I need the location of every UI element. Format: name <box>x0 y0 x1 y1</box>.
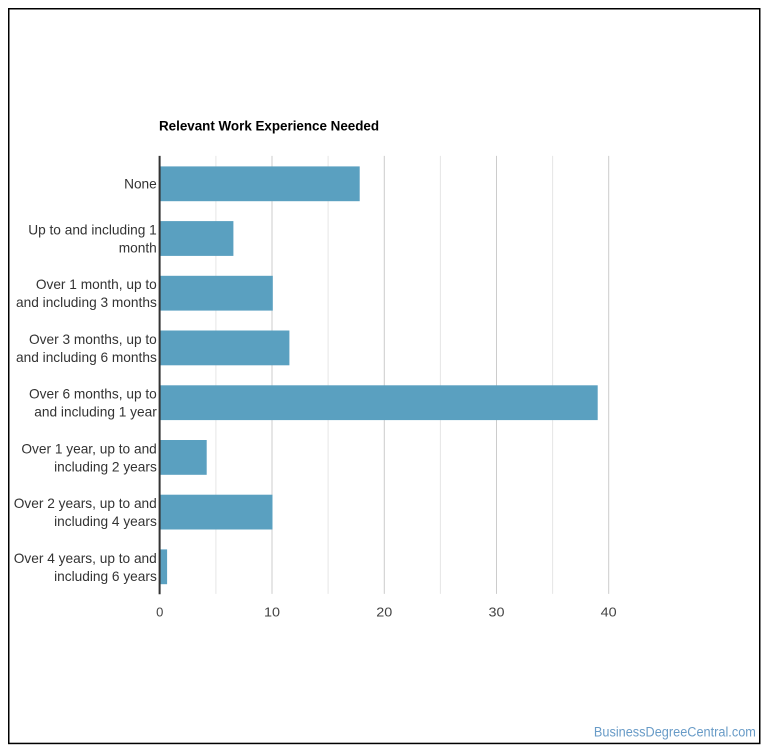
svg-text:None: None <box>124 177 157 192</box>
svg-text:30: 30 <box>489 605 505 620</box>
svg-text:0: 0 <box>156 605 163 620</box>
svg-text:including 6 years: including 6 years <box>54 569 157 584</box>
svg-text:Relevant Work Experience Neede: Relevant Work Experience Needed <box>159 118 379 133</box>
svg-text:Over 1 year, up to and: Over 1 year, up to and <box>21 441 156 456</box>
svg-text:10: 10 <box>264 605 280 620</box>
svg-text:20: 20 <box>376 605 392 620</box>
svg-text:including 4 years: including 4 years <box>54 514 157 529</box>
svg-text:40: 40 <box>601 605 617 620</box>
svg-text:Over 4 years, up to and: Over 4 years, up to and <box>14 551 157 566</box>
svg-text:and including 6 months: and including 6 months <box>16 350 157 365</box>
svg-text:Over 2 years, up to and: Over 2 years, up to and <box>14 496 157 511</box>
svg-text:and including 3 months: and including 3 months <box>16 295 157 310</box>
svg-text:Over 3 months, up to: Over 3 months, up to <box>29 332 157 347</box>
svg-text:Over 6 months, up to: Over 6 months, up to <box>29 387 157 402</box>
svg-text:Over 1 month, up to: Over 1 month, up to <box>36 277 157 292</box>
svg-text:including 2 years: including 2 years <box>54 459 157 474</box>
svg-text:BusinessDegreeCentral.com: BusinessDegreeCentral.com <box>594 725 756 740</box>
svg-text:month: month <box>119 241 157 256</box>
svg-text:Up to and including 1: Up to and including 1 <box>28 223 157 238</box>
svg-text:and including 1 year: and including 1 year <box>34 405 157 420</box>
